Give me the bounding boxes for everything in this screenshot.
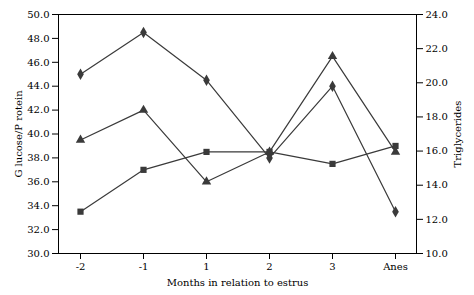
svg-text:34.0: 34.0 [27, 200, 49, 211]
svg-text:42.0: 42.0 [27, 104, 49, 115]
svg-text:-1: -1 [139, 261, 149, 272]
svg-text:Triglycerides: Triglycerides [452, 101, 463, 168]
svg-text:14.0: 14.0 [426, 179, 448, 190]
svg-text:Anes: Anes [382, 261, 408, 272]
svg-text:36.0: 36.0 [27, 176, 49, 187]
svg-text:44.0: 44.0 [27, 80, 49, 91]
svg-text:46.0: 46.0 [27, 57, 49, 68]
svg-text:-2: -2 [76, 261, 86, 272]
svg-text:48.0: 48.0 [27, 33, 49, 44]
svg-text:40.0: 40.0 [27, 128, 49, 139]
svg-text:32.0: 32.0 [27, 224, 49, 235]
svg-text:16.0: 16.0 [426, 145, 448, 156]
svg-text:12.0: 12.0 [426, 214, 448, 225]
svg-text:Months in relation to estrus: Months in relation to estrus [167, 277, 309, 288]
svg-text:18.0: 18.0 [426, 111, 448, 122]
svg-text:G lucose/P rotein: G lucose/P rotein [13, 90, 24, 178]
svg-text:22.0: 22.0 [426, 43, 448, 54]
svg-text:30.0: 30.0 [27, 248, 49, 259]
svg-text:3: 3 [329, 261, 335, 272]
svg-text:2: 2 [266, 261, 272, 272]
svg-text:10.0: 10.0 [426, 248, 448, 259]
svg-text:50.0: 50.0 [27, 9, 49, 20]
svg-text:20.0: 20.0 [426, 77, 448, 88]
svg-text:24.0: 24.0 [426, 9, 448, 20]
svg-text:1: 1 [203, 261, 209, 272]
svg-text:38.0: 38.0 [27, 152, 49, 163]
